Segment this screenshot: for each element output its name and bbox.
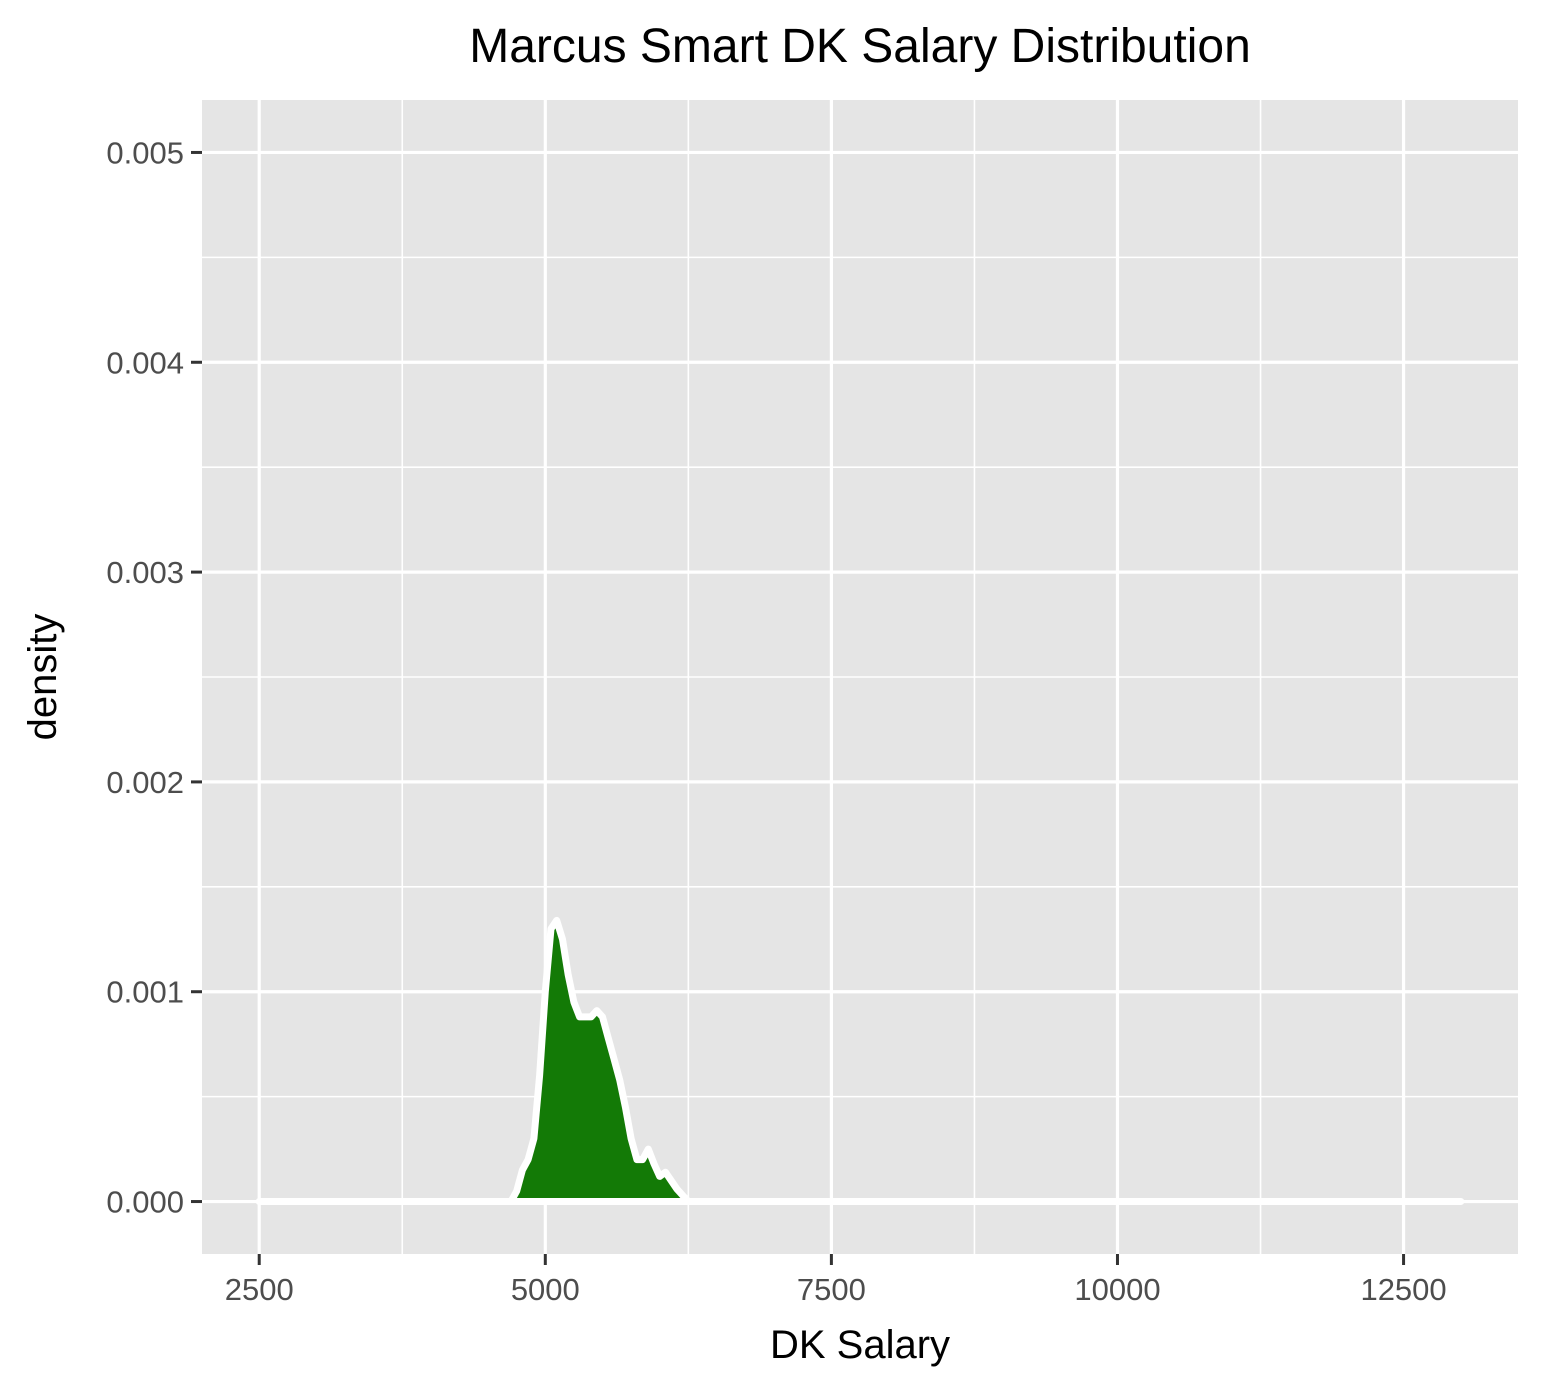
y-axis: 0.000 0.001 0.002 0.003 0.004 0.005 xyxy=(106,135,202,1220)
y-tick-label: 0.003 xyxy=(106,555,184,590)
x-tick-label: 7500 xyxy=(797,1272,866,1307)
y-tick-label: 0.005 xyxy=(106,135,184,170)
y-tick-label: 0.004 xyxy=(106,345,184,380)
x-axis: 2500 5000 7500 10000 12500 xyxy=(225,1254,1447,1307)
y-tick-label: 0.001 xyxy=(106,975,184,1010)
x-tick-label: 2500 xyxy=(225,1272,294,1307)
density-area xyxy=(255,916,1465,1205)
x-tick-label: 12500 xyxy=(1360,1272,1446,1307)
chart-title: Marcus Smart DK Salary Distribution xyxy=(469,20,1251,73)
x-tick-label: 10000 xyxy=(1074,1272,1160,1307)
x-axis-title: DK Salary xyxy=(770,1323,950,1367)
minor-gridlines xyxy=(202,100,1518,1254)
x-tick-label: 5000 xyxy=(511,1272,580,1307)
y-tick-label: 0.000 xyxy=(106,1185,184,1220)
y-tick-label: 0.002 xyxy=(106,765,184,800)
y-axis-title: density xyxy=(21,614,65,741)
